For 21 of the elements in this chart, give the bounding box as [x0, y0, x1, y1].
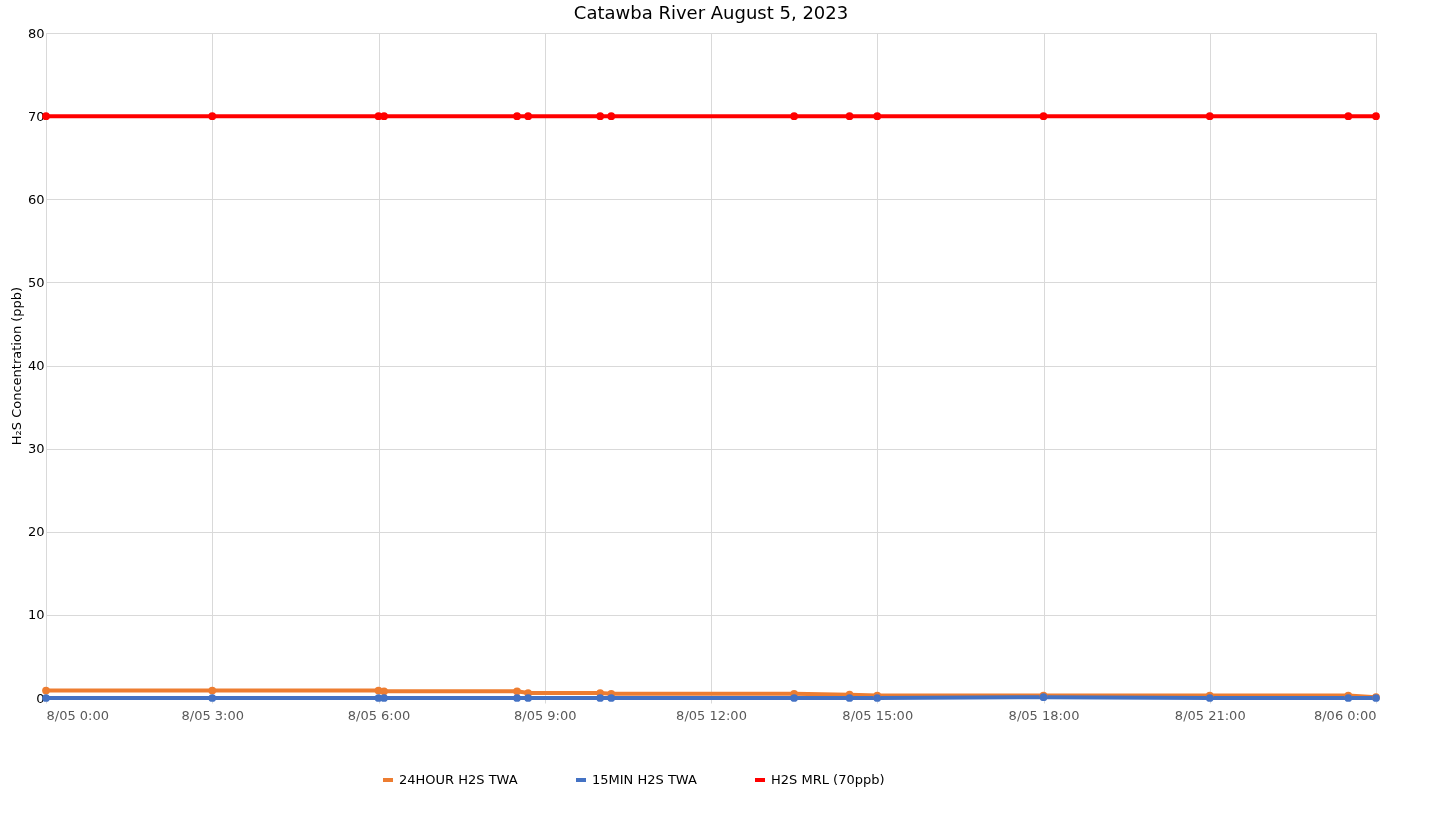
y-tick-label: 30: [27, 441, 45, 457]
y-axis-title: H₂S Concentration (ppb): [8, 286, 24, 446]
x-tick-label: 8/05 3:00: [181, 707, 245, 723]
legend-label: H2S MRL (70ppb): [771, 772, 885, 787]
x-tick-label: 8/05 12:00: [676, 707, 747, 723]
x-tick-label: 8/06 0:00: [1313, 707, 1377, 723]
y-tick-label: 10: [27, 607, 45, 623]
y-tick-label: 60: [27, 191, 45, 207]
x-tick-label: 8/05 0:00: [46, 707, 110, 723]
legend-label: 15MIN H2S TWA: [592, 772, 697, 787]
y-tick-label: 20: [27, 524, 45, 540]
y-tick-label: 50: [27, 274, 45, 290]
x-tick-label: 8/05 18:00: [1008, 707, 1080, 723]
x-tick-label: 8/05 15:00: [842, 707, 914, 723]
x-tick-label: 8/05 9:00: [513, 707, 577, 723]
chart-title: Catawba River August 5, 2023: [573, 2, 849, 23]
legend-label: 24HOUR H2S TWA: [399, 772, 518, 787]
x-tick-label: 8/05 21:00: [1174, 707, 1246, 723]
y-tick-label: 40: [27, 358, 45, 373]
x-tick-label: 8/05 6:00: [347, 707, 411, 723]
y-tick-label: 80: [27, 25, 45, 41]
